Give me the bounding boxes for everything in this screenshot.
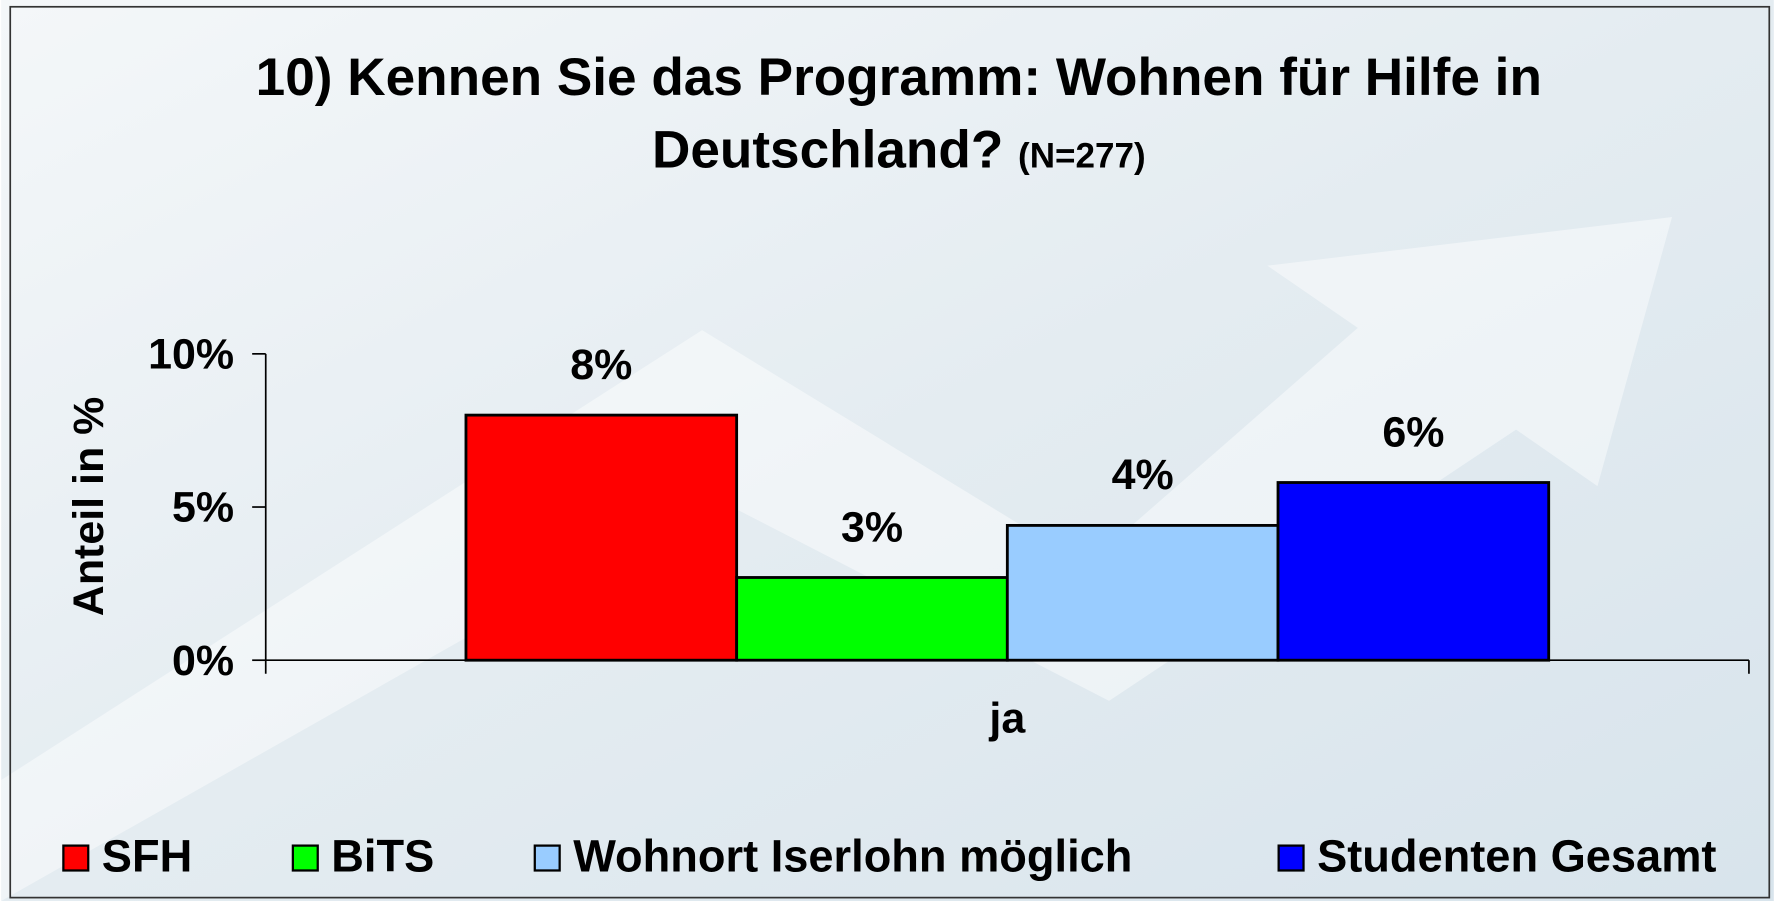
bar	[1007, 525, 1278, 660]
legend-label: Wohnort Iserlohn möglich	[573, 831, 1132, 882]
bar	[737, 577, 1008, 660]
legend-swatch	[293, 846, 318, 871]
y-tick-label: 0%	[172, 637, 234, 685]
value-label: 3%	[841, 503, 903, 551]
legend-swatch	[1279, 846, 1304, 871]
title-box: 10) Kennen Sie das Programm: Wohnen für …	[209, 41, 1588, 199]
chart-title: 10) Kennen Sie das Programm: Wohnen für …	[256, 46, 1542, 178]
bar	[1278, 483, 1549, 661]
value-label: 4%	[1112, 451, 1174, 499]
legend-label: BiTS	[331, 831, 434, 882]
legend-label: Studenten Gesamt	[1317, 831, 1716, 882]
y-tick-label: 5%	[172, 484, 234, 532]
chart: 10) Kennen Sie das Programm: Wohnen für …	[0, 0, 1775, 901]
chart-subtitle: (N=277)	[1018, 136, 1146, 176]
legend-swatch	[535, 846, 560, 871]
y-tick-label: 10%	[148, 331, 234, 379]
y-axis-label: Anteil in %	[65, 397, 113, 616]
value-label: 6%	[1382, 408, 1444, 456]
legend-label: SFH	[102, 831, 192, 882]
value-label: 8%	[570, 341, 632, 389]
chart-title-block: 10) Kennen Sie das Programm: Wohnen für …	[209, 41, 1588, 192]
x-tick-label: ja	[988, 695, 1026, 743]
legend-swatch	[63, 846, 88, 871]
bar	[466, 415, 737, 660]
